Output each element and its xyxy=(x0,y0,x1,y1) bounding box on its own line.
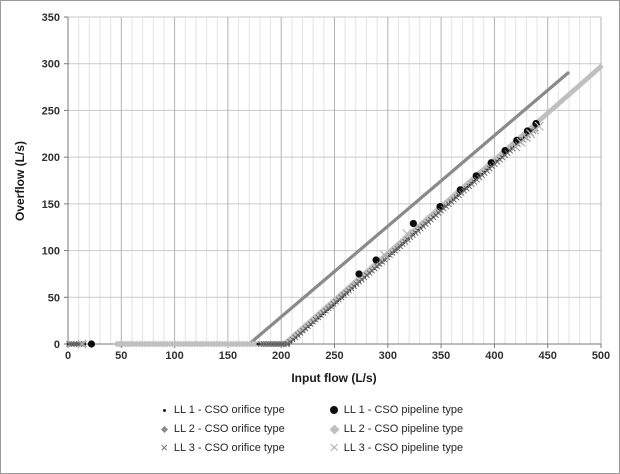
legend-label: LL 3 - CSO pipeline type xyxy=(343,442,464,454)
y-axis-title: Overflow (L/s) xyxy=(13,140,27,222)
svg-text:250: 250 xyxy=(325,350,343,362)
small-diamond-marker-icon xyxy=(157,422,172,436)
large-circle-marker-icon xyxy=(327,403,342,417)
svg-text:500: 500 xyxy=(592,350,610,362)
svg-text:100: 100 xyxy=(42,246,60,258)
legend-item-ll3-pipeline: × LL 3 - CSO pipeline type xyxy=(327,438,464,457)
svg-text:0: 0 xyxy=(54,339,60,351)
svg-text:100: 100 xyxy=(165,350,183,362)
legend-label: LL 1 - CSO orifice type xyxy=(173,404,285,416)
svg-text:200: 200 xyxy=(272,350,290,362)
svg-text:300: 300 xyxy=(42,59,60,71)
svg-text:150: 150 xyxy=(42,199,60,211)
svg-text:250: 250 xyxy=(42,105,60,117)
legend-label: LL 3 - CSO orifice type xyxy=(173,442,285,454)
legend-item-ll3-orifice: × LL 3 - CSO orifice type xyxy=(157,441,285,455)
svg-text:0: 0 xyxy=(65,350,71,362)
svg-text:400: 400 xyxy=(485,350,503,362)
small-dot-marker-icon xyxy=(157,403,172,417)
legend-label: LL 2 - CSO pipeline type xyxy=(343,423,464,435)
svg-text:200: 200 xyxy=(42,152,60,164)
large-diamond-marker-icon xyxy=(327,422,342,436)
large-x-marker-icon: × xyxy=(329,438,340,457)
legend: LL 1 - CSO orifice type LL 1 - CSO pipel… xyxy=(1,403,619,457)
svg-text:50: 50 xyxy=(48,292,60,304)
legend-label: LL 2 - CSO orifice type xyxy=(173,423,285,435)
legend-item-ll2-orifice: LL 2 - CSO orifice type xyxy=(157,422,285,436)
svg-text:300: 300 xyxy=(379,350,397,362)
legend-item-ll1-pipeline: LL 1 - CSO pipeline type xyxy=(327,403,463,417)
legend-label: LL 1 - CSO pipeline type xyxy=(343,404,464,416)
legend-item-ll1-orifice: LL 1 - CSO orifice type xyxy=(157,403,285,417)
legend-item-ll2-pipeline: LL 2 - CSO pipeline type xyxy=(327,422,463,436)
small-x-marker-icon: × xyxy=(160,440,169,455)
svg-text:350: 350 xyxy=(432,350,450,362)
legend-grid: LL 1 - CSO orifice type LL 1 - CSO pipel… xyxy=(157,403,464,457)
scatter-plot-area: 0 50 100 150 200 250 300 350 400 450 500 0 50 100 150 2… xyxy=(42,12,611,362)
svg-text:450: 450 xyxy=(539,350,557,362)
svg-text:50: 50 xyxy=(115,350,127,362)
x-axis-title: Input flow (L/s) xyxy=(291,371,377,385)
svg-text:150: 150 xyxy=(219,350,237,362)
svg-text:350: 350 xyxy=(42,12,60,24)
